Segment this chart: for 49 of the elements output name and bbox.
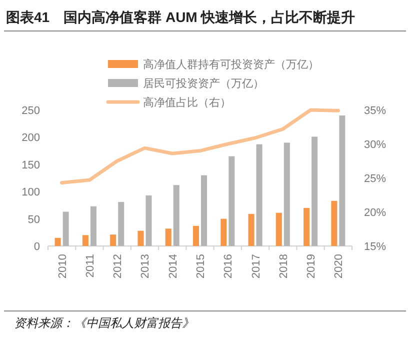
y2-tick-label: 15% (364, 241, 386, 253)
y2-tick-label: 30% (364, 139, 386, 151)
y-tick-label: 50 (28, 214, 40, 226)
bar (304, 208, 310, 246)
bar (192, 226, 199, 246)
y2-tick-label: 25% (364, 173, 386, 185)
x-tick-label: 2016 (222, 254, 235, 278)
y-tick-label: 250 (22, 105, 40, 117)
x-tick-label: 2017 (250, 254, 262, 278)
bar (220, 218, 227, 246)
x-tick-label: 2015 (195, 254, 207, 278)
y-tick-label: 150 (22, 159, 40, 172)
bar (54, 238, 61, 246)
bar (82, 235, 88, 246)
legend-label: 居民可投资资产（万亿） (143, 77, 264, 90)
y-tick-label: 0 (34, 241, 40, 253)
x-tick-label: 2019 (306, 254, 318, 278)
bar (62, 212, 69, 246)
y2-tick-label: 35% (364, 105, 386, 117)
bar (110, 234, 116, 246)
x-tick-label: 2018 (278, 254, 290, 278)
text: 资料来源：《中国私人财富报告》 (14, 316, 194, 330)
bar (90, 206, 96, 246)
y-tick-label: 100 (22, 186, 40, 199)
bar (138, 230, 144, 246)
bar (146, 195, 152, 246)
bar (173, 185, 180, 246)
bar (331, 200, 338, 246)
x-tick-label: 2011 (84, 254, 96, 278)
bar (339, 115, 346, 246)
x-tick-label: 2013 (140, 254, 152, 278)
x-tick-label: 2020 (333, 254, 346, 278)
legend-label: 高净值占比（右） (143, 96, 231, 109)
bar (284, 142, 290, 246)
x-tick-label: 2014 (167, 254, 180, 278)
bar (312, 136, 318, 246)
bar (118, 202, 124, 246)
y-tick-label: 200 (22, 132, 40, 144)
bar (256, 144, 262, 246)
bar (165, 228, 172, 246)
bar (201, 175, 208, 246)
x-tick-label: 2010 (56, 254, 69, 278)
y2-tick-label: 20% (364, 207, 386, 219)
bar (248, 214, 254, 246)
legend-label: 高净值人群持有可投资资产（万亿） (143, 58, 319, 71)
chart-title: 图表41 国内高净值客群 AUM 快速增长，占比不断提升 (6, 9, 356, 25)
bar (276, 212, 282, 246)
x-tick-label: 2012 (112, 254, 124, 278)
bar (228, 156, 235, 246)
